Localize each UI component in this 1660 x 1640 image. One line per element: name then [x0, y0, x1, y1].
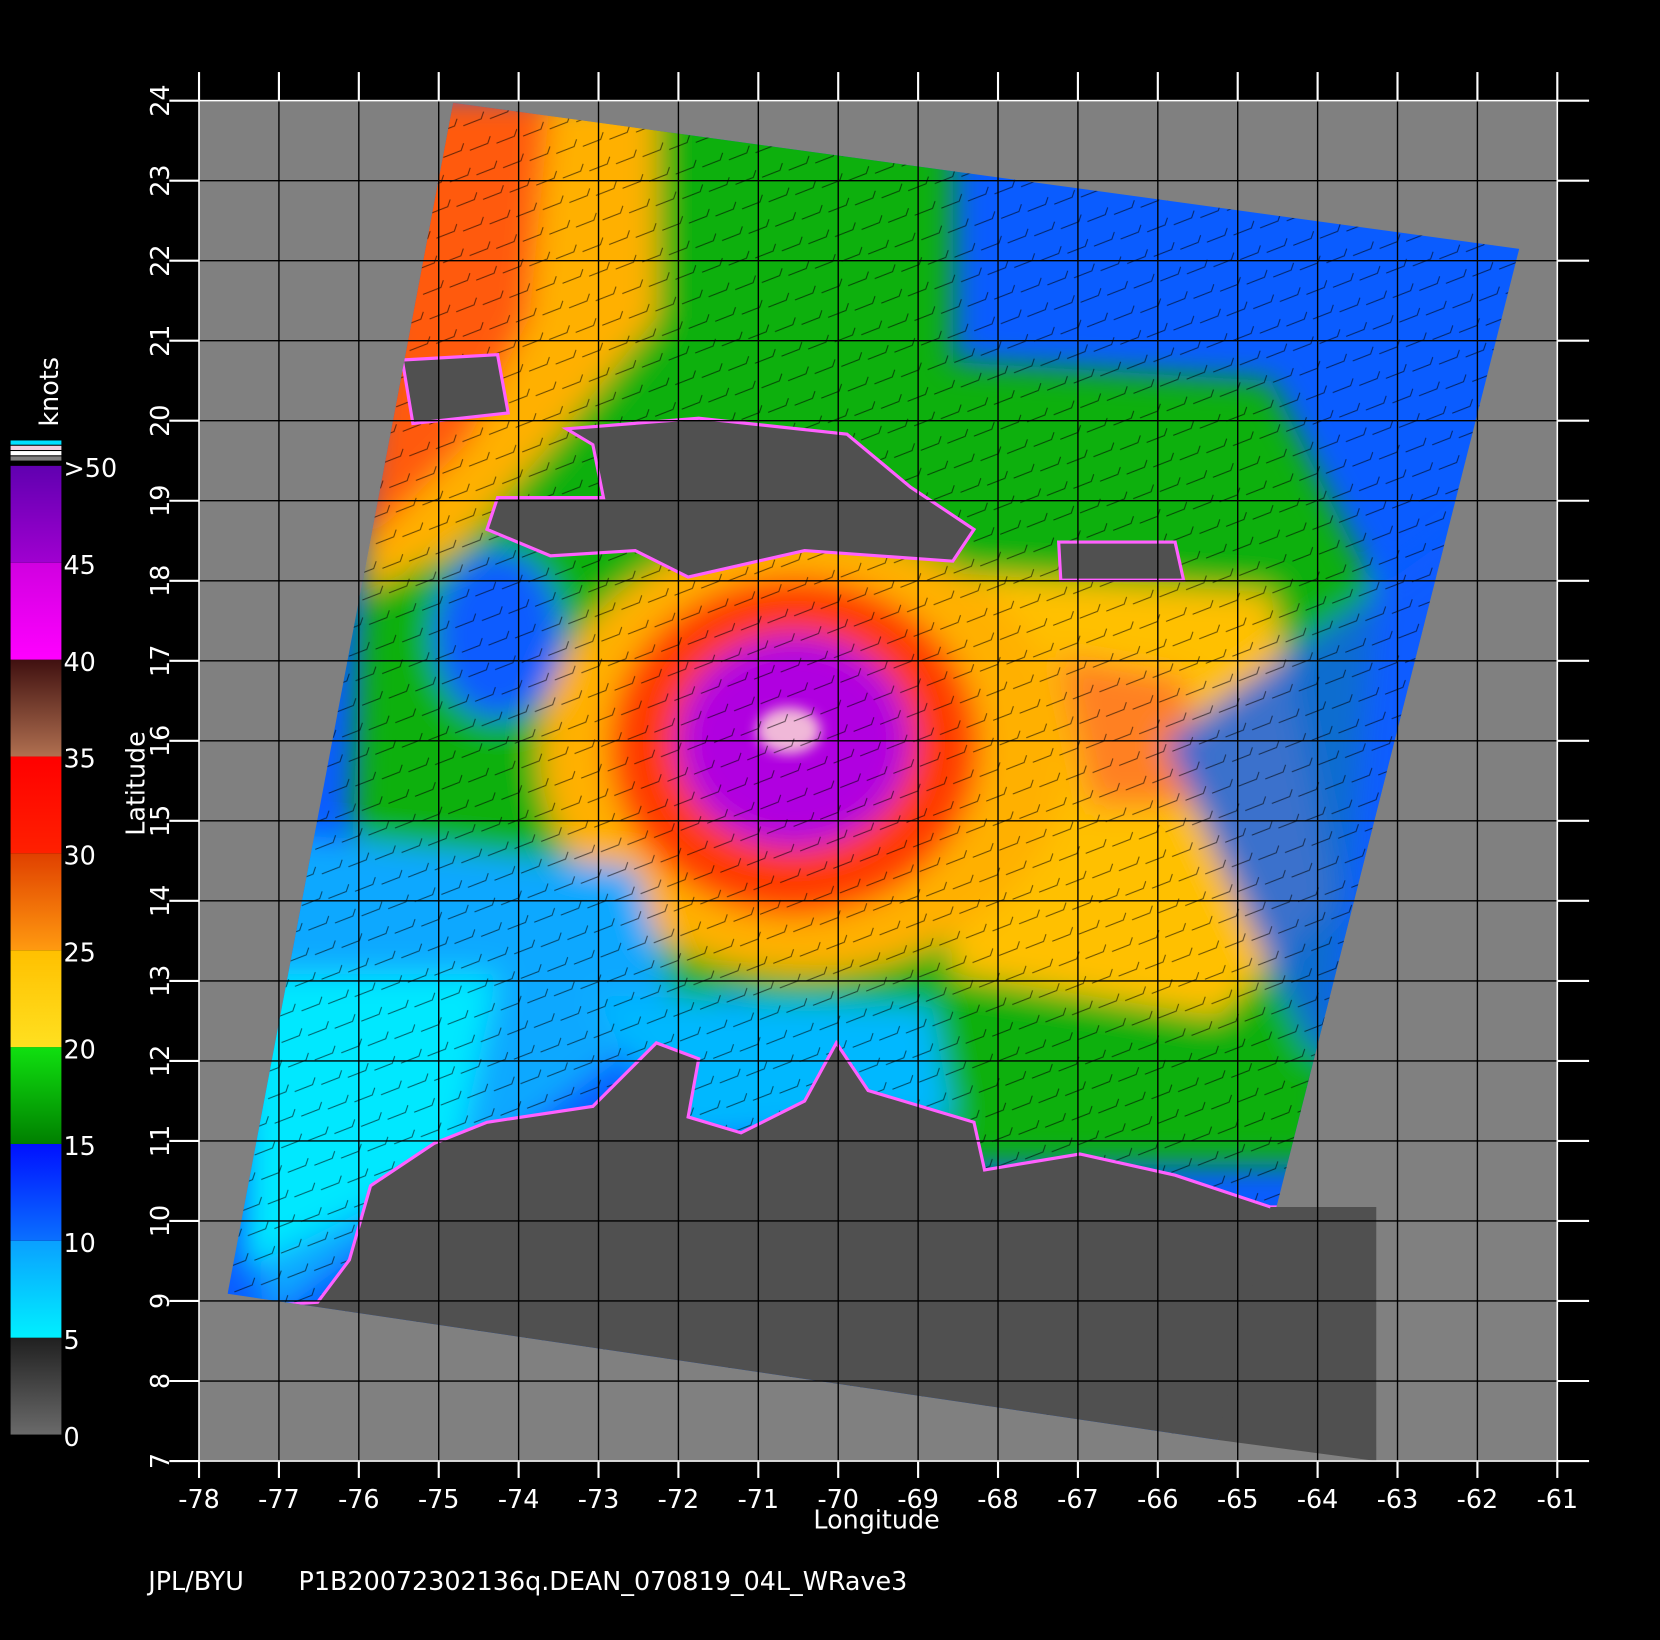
x-tick-label: -74	[498, 1484, 539, 1514]
y-tick-label: 12	[145, 1045, 175, 1077]
x-tick-label: -76	[338, 1484, 379, 1514]
x-tick-label: -70	[817, 1484, 858, 1514]
colorbar-tick-label: 20	[64, 1034, 96, 1064]
colorbar-tick-label: 15	[64, 1131, 96, 1161]
y-tick-label: 24	[145, 84, 175, 116]
y-tick-label: 19	[145, 485, 175, 517]
x-tick-label: -61	[1537, 1484, 1578, 1514]
colorbar-segment	[10, 1143, 62, 1241]
colorbar-tick-label: 0	[64, 1422, 80, 1452]
y-tick-label: 20	[145, 405, 175, 437]
x-tick-label: -69	[897, 1484, 938, 1514]
y-tick-label: 17	[145, 645, 175, 677]
y-tick-label: 7	[145, 1453, 175, 1469]
x-tick-label: -72	[658, 1484, 699, 1514]
colorbar-tick-label: 5	[64, 1325, 80, 1355]
y-tick-label: 13	[145, 965, 175, 997]
y-axis-label: Latitude	[121, 731, 151, 836]
y-tick-label: 23	[145, 164, 175, 196]
colorbar-segment	[10, 562, 62, 660]
x-tick-label: -65	[1217, 1484, 1258, 1514]
x-tick-label: -64	[1297, 1484, 1338, 1514]
colorbar-tick-label: >50	[64, 453, 118, 483]
x-tick-label: -75	[418, 1484, 459, 1514]
y-tick-label: 18	[145, 565, 175, 597]
x-tick-label: -78	[178, 1484, 219, 1514]
y-tick-label: 8	[145, 1373, 175, 1389]
colorbar-tick-label: 45	[64, 550, 96, 580]
colorbar-segment	[10, 853, 62, 951]
x-tick-label: -67	[1057, 1484, 1098, 1514]
x-tick-label: -68	[977, 1484, 1018, 1514]
x-tick-label: -73	[578, 1484, 619, 1514]
colorbar-stripes	[10, 440, 62, 461]
colorbar-segment	[10, 1047, 62, 1144]
colorbar-tick-label: 40	[64, 647, 96, 677]
y-tick-label: 15	[145, 805, 175, 837]
colorbar-segment	[10, 659, 62, 757]
y-tick-label: 21	[145, 325, 175, 357]
colorbar-title: knots	[34, 357, 64, 427]
colorbar-segment	[10, 1337, 62, 1435]
footer-source: JPL/BYU	[146, 1566, 244, 1596]
x-tick-label: -77	[258, 1484, 299, 1514]
y-tick-label: 22	[145, 245, 175, 277]
x-tick-label: -62	[1457, 1484, 1498, 1514]
y-tick-label: 9	[145, 1293, 175, 1309]
colorbar-tick-label: 35	[64, 744, 96, 774]
x-tick-label: -71	[738, 1484, 779, 1514]
colorbar-segment	[10, 950, 62, 1048]
x-axis-label: Longitude	[813, 1504, 939, 1534]
y-tick-label: 14	[145, 885, 175, 917]
y-tick-label: 11	[145, 1125, 175, 1157]
plot-frame	[198, 99, 1559, 1462]
colorbar-segment	[10, 756, 62, 854]
footer-product: P1B20072302136q.DEAN_070819_04L_WRave3	[299, 1566, 908, 1596]
colorbar-tick-label: 30	[64, 841, 96, 871]
land	[1217, 1206, 1377, 1462]
x-tick-label: -66	[1137, 1484, 1178, 1514]
x-tick-label: -63	[1377, 1484, 1418, 1514]
axes: -78 -77 -76 -75 -74 -73 -72 -71 -70 -69 -68 -67 -66 -…	[145, 72, 1590, 1514]
y-tick-label: 10	[145, 1205, 175, 1237]
colorbar: 0 5 10 15 20 25 30 35 40 45 >50	[10, 453, 118, 1452]
colorbar-segment	[10, 1240, 62, 1338]
y-tick-label: 16	[145, 725, 175, 757]
colorbar-segment	[10, 465, 62, 563]
colorbar-tick-label: 10	[64, 1228, 96, 1258]
colorbar-tick-label: 25	[64, 937, 96, 967]
